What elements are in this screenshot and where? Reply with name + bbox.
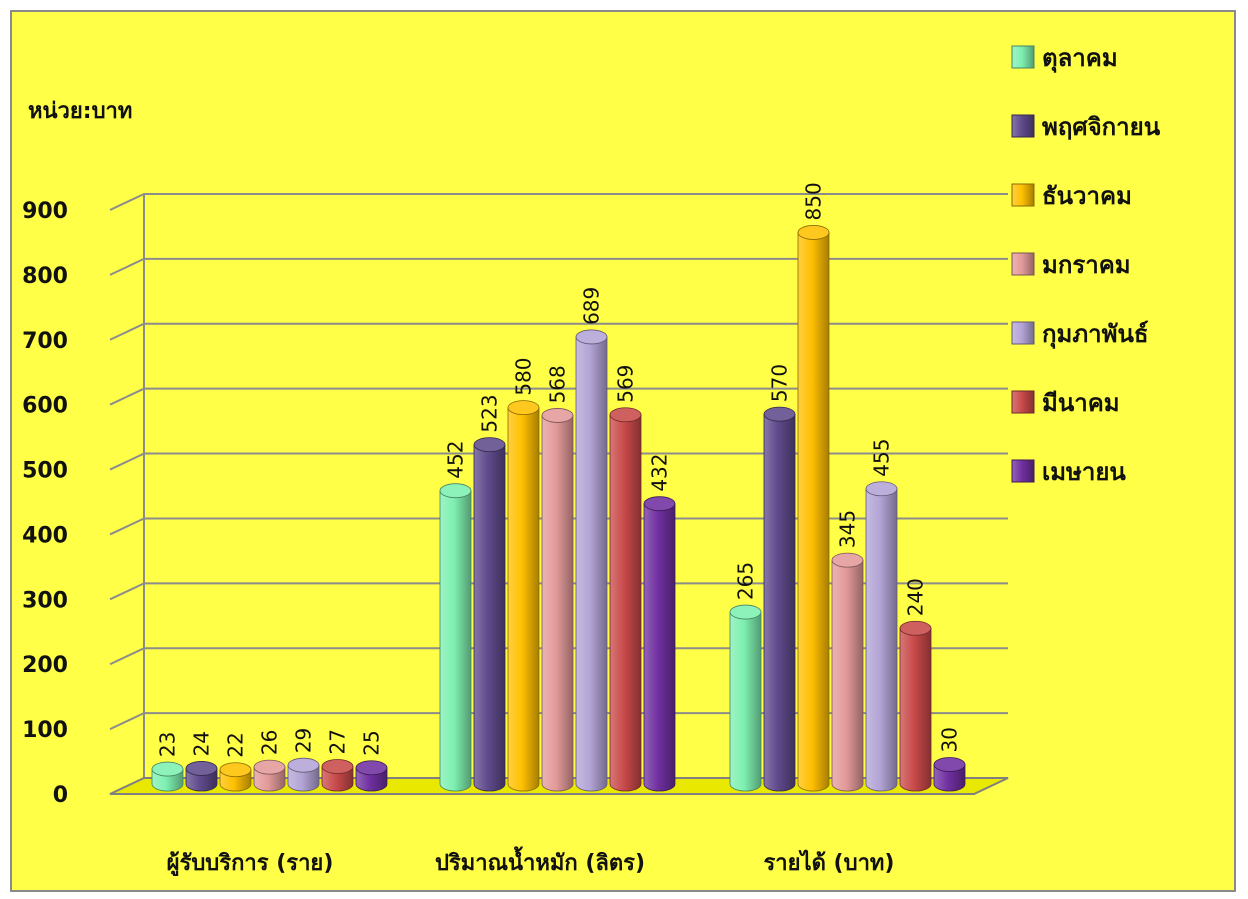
bar — [831, 552, 864, 792]
gridline — [109, 322, 1008, 341]
legend-swatch — [1011, 252, 1035, 276]
bar — [933, 757, 966, 792]
legend-label: มีนาคม — [1042, 389, 1120, 417]
data-label: 24 — [190, 731, 214, 756]
legend-item: พฤศจิกายน — [1011, 113, 1161, 141]
y-tick-label: 600 — [22, 394, 68, 419]
data-label: 27 — [326, 729, 350, 754]
legend-label: เมษายน — [1042, 458, 1126, 486]
data-label: 240 — [904, 578, 928, 616]
bar — [797, 225, 830, 792]
bar — [899, 620, 932, 792]
bar — [865, 481, 898, 792]
bar — [609, 407, 642, 792]
legend-label: ตุลาคม — [1042, 44, 1118, 74]
bar — [763, 406, 796, 792]
y-tick-label: 300 — [22, 588, 68, 613]
y-axis-ticks: 0 100 200 300 400 500 600 700 800 900 — [22, 199, 68, 808]
data-label: 26 — [258, 730, 282, 755]
legend-label: พฤศจิกายน — [1042, 113, 1161, 141]
data-label: 25 — [360, 730, 384, 755]
bar — [185, 761, 218, 792]
y-tick-label: 0 — [53, 783, 68, 808]
data-label: 452 — [444, 441, 468, 479]
legend: ตุลาคมพฤศจิกายนธันวาคมมกราคมกุมภาพันธ์มี… — [1011, 44, 1161, 486]
data-label: 850 — [802, 182, 826, 220]
legend-swatch — [1011, 459, 1035, 483]
gridline — [109, 193, 1008, 211]
legend-item: กุมภาพันธ์ — [1011, 320, 1149, 350]
legend-item: มีนาคม — [1011, 389, 1120, 417]
data-label: 569 — [614, 365, 638, 403]
y-tick-label: 700 — [22, 329, 68, 354]
data-label: 265 — [734, 562, 758, 600]
unit-label: หน่วย:บาท — [28, 99, 132, 124]
bar — [355, 760, 388, 792]
data-label: 570 — [768, 364, 792, 402]
legend-swatch — [1011, 45, 1035, 69]
bar — [575, 329, 608, 792]
bar — [507, 400, 540, 792]
data-label: 523 — [478, 394, 502, 432]
data-label: 455 — [870, 439, 894, 477]
y-tick-label: 500 — [22, 459, 68, 484]
data-label: 568 — [546, 365, 570, 403]
y-tick-label: 100 — [22, 718, 68, 743]
legend-item: เมษายน — [1011, 458, 1126, 486]
gridlines — [109, 193, 1008, 778]
legend-item: ธันวาคม — [1011, 182, 1132, 210]
y-tick-label: 900 — [22, 199, 68, 224]
data-labels: 23 24 22 26 29 27 25 452 523 580 568 689 569 432 265 57… — [156, 182, 962, 757]
x-axis-categories: ผู้รับบริการ (ราย) ปริมาณน้ำหมัก (ลิตร) รา… — [167, 846, 895, 877]
data-label: 30 — [938, 727, 962, 752]
y-tick-label: 400 — [22, 523, 68, 548]
chart-area: 0 100 200 300 400 500 600 700 800 900 23 24 22 26 29 2… — [10, 10, 1236, 892]
bar — [151, 761, 184, 792]
bar — [321, 759, 354, 792]
legend-label: ธันวาคม — [1042, 182, 1132, 210]
bar — [729, 604, 762, 792]
legend-item: มกราคม — [1011, 251, 1131, 279]
legend-label: กุมภาพันธ์ — [1042, 320, 1149, 350]
gridline — [109, 257, 1008, 276]
legend-item: ตุลาคม — [1011, 44, 1118, 74]
bar — [219, 762, 252, 792]
x-category-label: ปริมาณน้ำหมัก (ลิตร) — [435, 846, 645, 876]
bar — [287, 757, 320, 792]
bar — [643, 496, 676, 792]
x-category-label: รายได้ (บาท) — [763, 849, 894, 876]
x-category-label: ผู้รับบริการ (ราย) — [167, 851, 334, 877]
data-label: 689 — [580, 287, 604, 325]
data-label: 29 — [292, 728, 316, 753]
legend-label: มกราคม — [1042, 251, 1131, 279]
bar — [473, 437, 506, 792]
y-tick-label: 200 — [22, 653, 68, 678]
legend-swatch — [1011, 114, 1035, 138]
bar — [253, 759, 286, 792]
data-label: 432 — [648, 453, 672, 491]
legend-swatch — [1011, 183, 1035, 207]
legend-swatch — [1011, 390, 1035, 414]
data-label: 23 — [156, 732, 180, 757]
data-label: 345 — [836, 510, 860, 548]
bar — [439, 483, 472, 792]
y-tick-label: 800 — [22, 264, 68, 289]
data-label: 22 — [224, 732, 248, 757]
bar — [541, 408, 574, 792]
data-label: 580 — [512, 357, 536, 395]
bars — [151, 225, 966, 792]
legend-swatch — [1011, 321, 1035, 345]
